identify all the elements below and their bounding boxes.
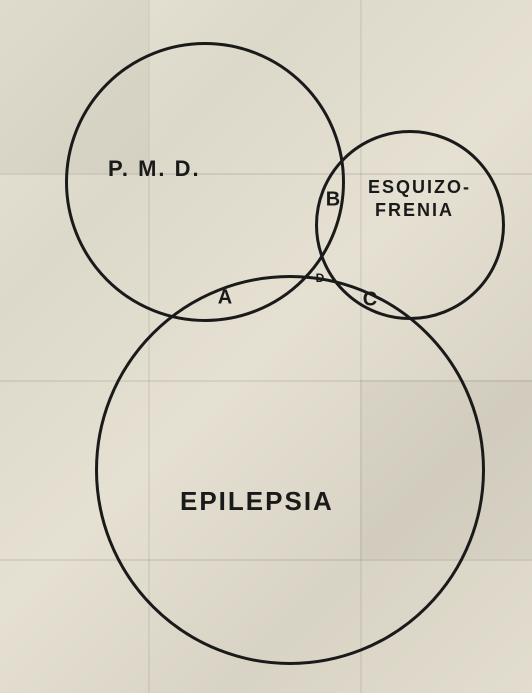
venn-diagram: P. M. D. ESQUIZO- FRENIA EPILEPSIA A B C…: [0, 0, 532, 693]
venn-label-pmd: P. M. D.: [108, 155, 201, 183]
venn-region-a: A: [218, 287, 232, 310]
venn-circle-epilepsia: [95, 275, 485, 665]
venn-label-esquizofrenia: ESQUIZO- FRENIA: [368, 176, 471, 221]
venn-label-epilepsia: EPILEPSIA: [180, 485, 334, 518]
venn-region-b: B: [326, 189, 340, 212]
venn-region-d: D: [316, 271, 325, 285]
venn-region-c: C: [363, 289, 377, 312]
